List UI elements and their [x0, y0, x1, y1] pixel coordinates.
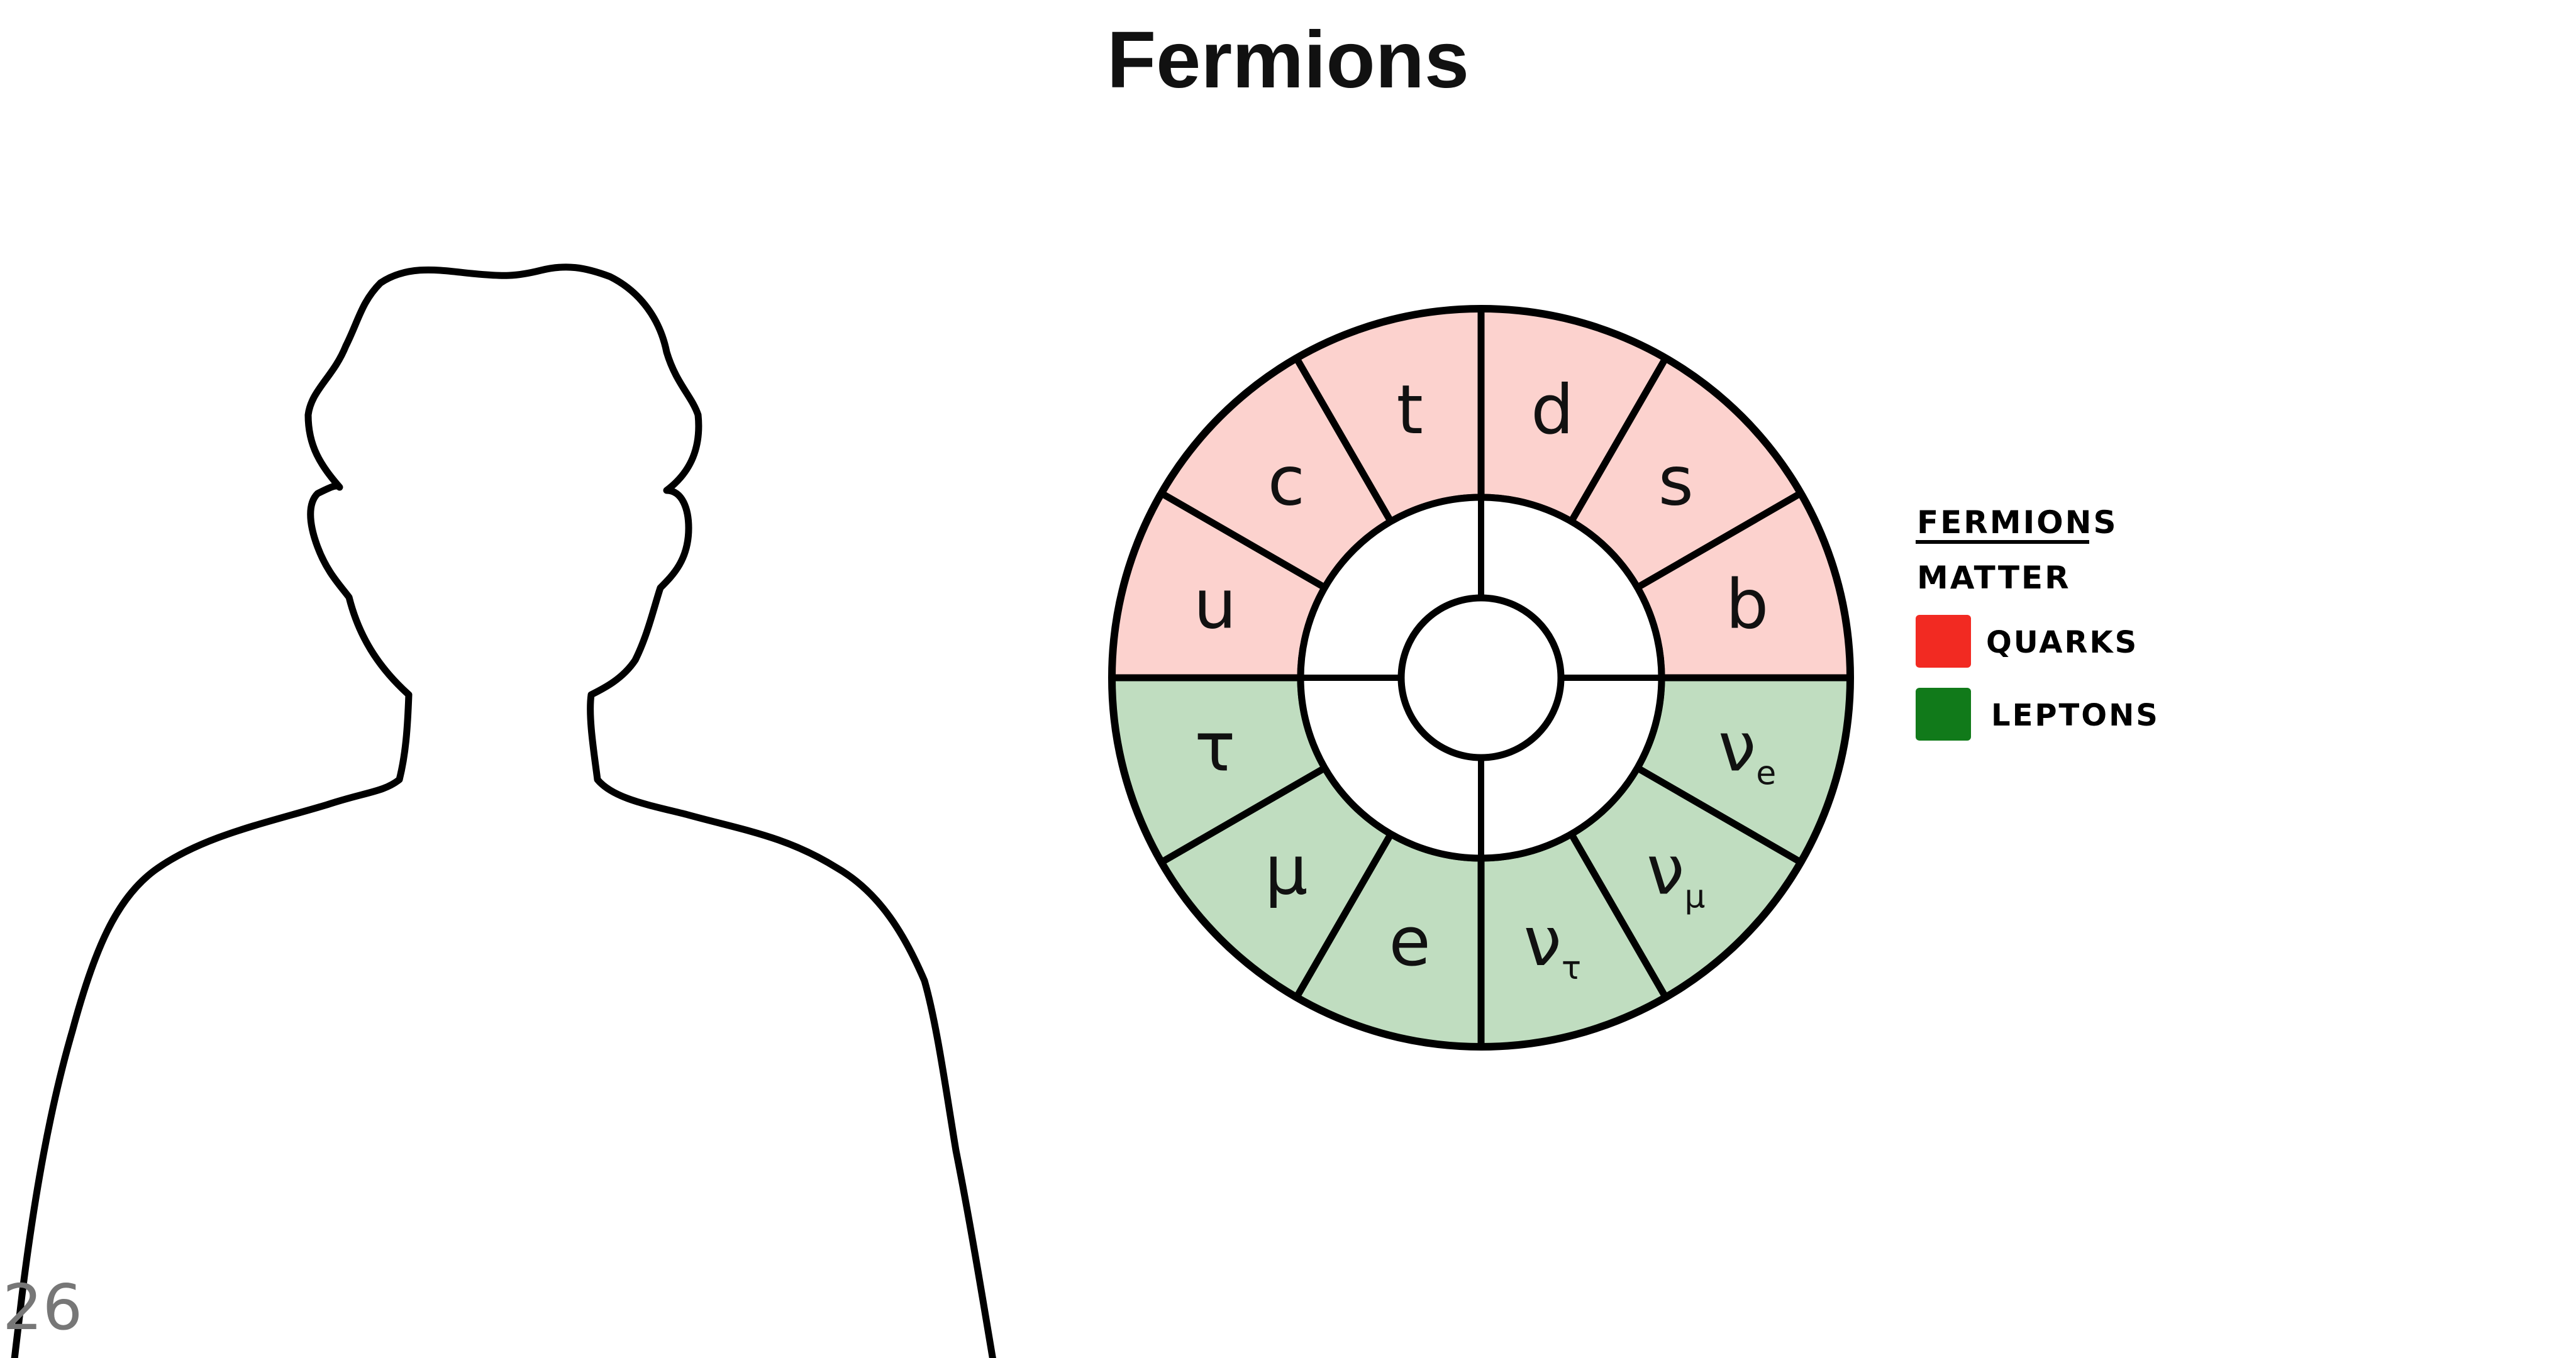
wheel-inner-ring — [1397, 594, 1565, 761]
particle-label: τ — [1194, 708, 1235, 787]
person-silhouette-icon — [11, 263, 996, 1358]
particle-label: s — [1658, 442, 1694, 521]
particle-label: μ — [1265, 832, 1308, 910]
particle-label: t — [1396, 371, 1423, 450]
legend-swatch-leptons — [1916, 688, 1971, 741]
slide-title: Fermions — [1106, 15, 1470, 105]
legend-swatch-quarks — [1916, 615, 1971, 668]
legend-heading: FERMIONS — [1917, 504, 2118, 541]
particle-label: c — [1268, 442, 1305, 521]
legend: FERMIONS MATTER QUARKS LEPTONS — [1916, 504, 2160, 741]
legend-label-quarks: QUARKS — [1986, 625, 2138, 660]
legend-subheading: MATTER — [1917, 560, 2071, 596]
particle-label: e — [1389, 903, 1430, 981]
page-number: 26 — [3, 1271, 83, 1344]
particle-label: u — [1194, 566, 1236, 644]
particle-label: b — [1726, 566, 1769, 644]
legend-label-leptons: LEPTONS — [1991, 698, 2160, 733]
wheel-outer-ring — [1108, 305, 1854, 1051]
particle-label: d — [1531, 371, 1574, 450]
